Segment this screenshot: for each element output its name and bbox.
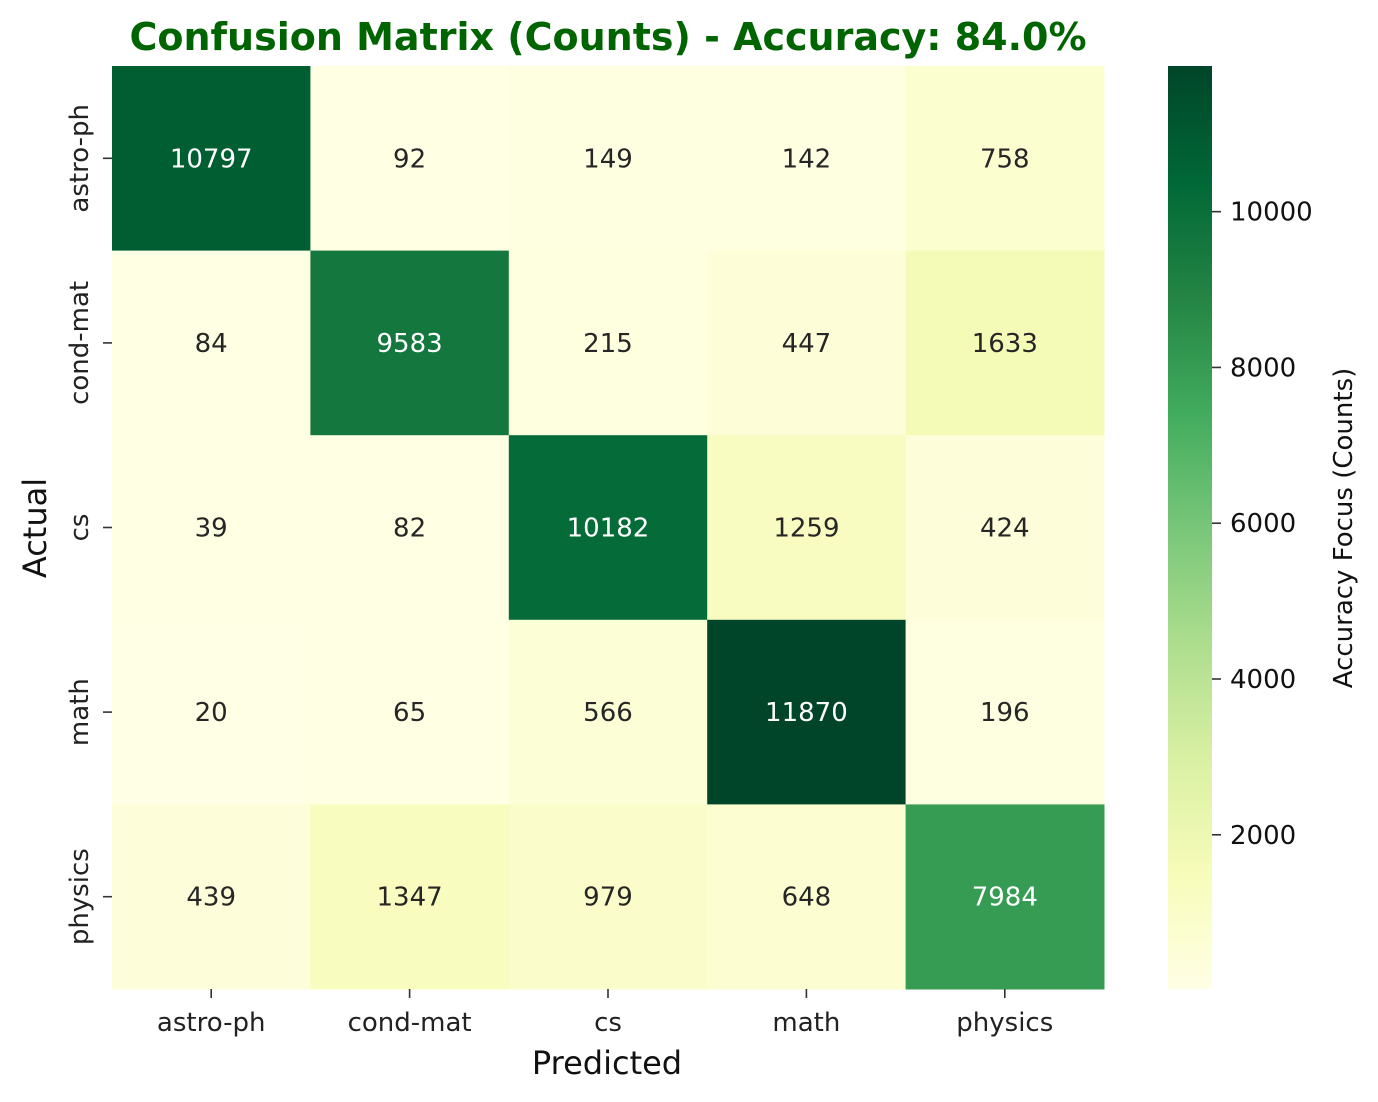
cell-value-label: 142 [782,144,832,174]
heatmap-cell [707,619,907,805]
heatmap-cell [112,619,311,805]
heatmap-cell [508,66,708,252]
colorbar [1168,66,1212,989]
heatmap-cell [112,435,311,621]
y-tick-label: astro-ph [65,104,95,213]
colorbar-tick-label: 2000 [1230,821,1296,851]
y-axis: astro-ph cond-mat cs math physics [65,104,112,945]
x-tick-label: astro-ph [157,1008,266,1038]
y-tick-label: math [65,678,95,746]
colorbar-tick-label: 6000 [1230,509,1296,539]
y-tick-label: cond-mat [65,281,95,405]
cell-value-label: 7984 [972,883,1038,913]
cell-value-label: 979 [583,883,633,913]
cell-value-label: 11870 [765,698,848,728]
heatmap-cell [905,619,1105,805]
heatmap-cell [707,804,907,990]
x-tick-label: math [772,1008,840,1038]
cell-value-label: 1633 [972,329,1038,359]
cell-value-label: 65 [393,698,426,728]
cell-value-label: 1347 [377,883,443,913]
cell-value-label: 10797 [170,144,253,174]
chart-title: Confusion Matrix (Counts) - Accuracy: 84… [129,15,1086,59]
cell-value-label: 82 [393,514,426,544]
cell-value-label: 92 [393,144,426,174]
heatmap-cell [905,66,1105,252]
colorbar-tick-label: 8000 [1230,353,1296,383]
cell-value-label: 215 [583,329,633,359]
heatmap-cell [310,619,510,805]
cell-value-label: 149 [583,144,633,174]
cell-value-label: 648 [782,883,832,913]
heatmap-cell [112,250,311,436]
heatmap-cell [310,435,510,621]
heatmap-cell [112,66,311,252]
heatmap-cell [508,250,708,436]
colorbar-tick-label: 4000 [1230,665,1296,695]
cell-value-label: 84 [195,329,228,359]
cell-value-label: 9583 [377,329,443,359]
cell-value-label: 39 [195,514,228,544]
colorbar-label: Accuracy Focus (Counts) [1329,368,1359,689]
heatmap-cells [112,66,1105,990]
x-tick-label: cs [594,1008,622,1038]
heatmap-cell [310,250,510,436]
x-tick-label: physics [956,1008,1053,1038]
cell-value-label: 447 [782,329,832,359]
heatmap-cell [707,250,907,436]
heatmap-cell [310,804,510,990]
y-tick-label: cs [65,514,95,542]
heatmap-cell [112,804,311,990]
colorbar-ticks: 2000 4000 6000 8000 10000 [1212,198,1313,851]
heatmap-cell [508,435,708,621]
heatmap-cell [508,804,708,990]
cell-value-label: 566 [583,698,633,728]
cell-value-label: 424 [980,514,1030,544]
heatmap-cell [310,66,510,252]
heatmap-cell [508,619,708,805]
cell-value-label: 196 [980,698,1030,728]
x-axis-label: Predicted [532,1044,682,1082]
y-tick-label: physics [65,848,95,945]
heatmap-cell [905,804,1105,990]
cell-value-label: 20 [195,698,228,728]
cell-value-label: 10182 [567,514,650,544]
heatmap-cell-labels: 10797 92 149 142 758 84 9583 215 447 1633 39 82 1018… [170,144,1038,912]
cell-value-label: 758 [980,144,1030,174]
heatmap-cell [905,250,1105,436]
colorbar-tick-label: 10000 [1230,198,1313,228]
heatmap-cell [707,435,907,621]
heatmap-cell [707,66,907,252]
x-axis: astro-ph cond-mat cs math physics [157,989,1053,1038]
heatmap-cell [905,435,1105,621]
cell-value-label: 439 [186,883,236,913]
y-axis-label: Actual [16,478,54,578]
cell-value-label: 1259 [773,514,839,544]
x-tick-label: cond-mat [348,1008,472,1038]
